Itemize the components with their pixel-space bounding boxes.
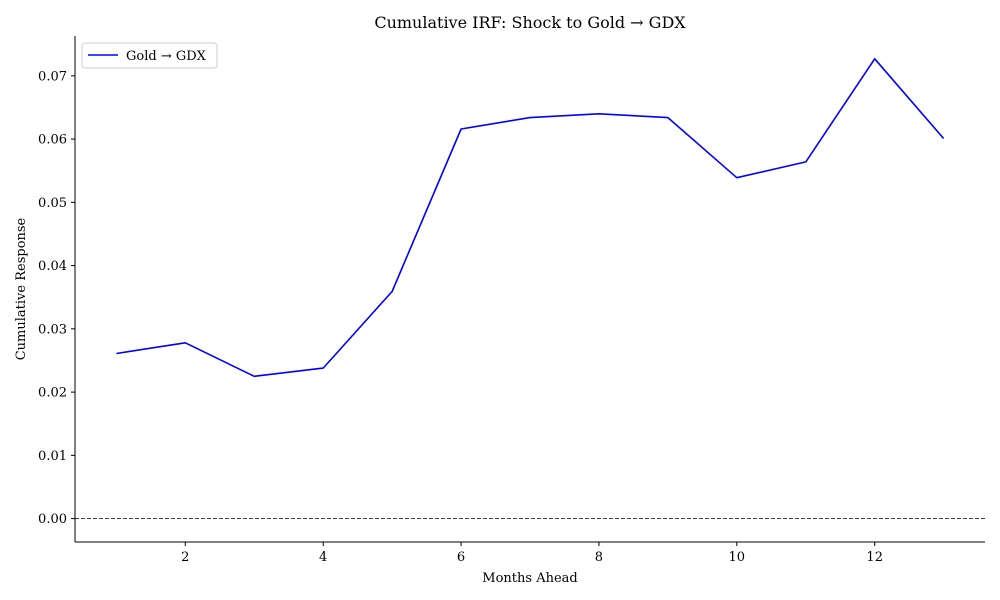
y-tick-label: 0.06 (38, 133, 67, 148)
y-tick-label: 0.07 (38, 69, 67, 84)
y-tick-label: 0.04 (38, 259, 67, 274)
x-tick-label: 6 (457, 550, 465, 565)
legend: Gold → GDX (81, 42, 218, 69)
x-tick-label: 2 (181, 550, 189, 565)
chart-title: Cumulative IRF: Shock to Gold → GDX (374, 13, 686, 32)
x-tick-label: 8 (595, 550, 603, 565)
tick-group: 2 4 6 8 10 12 0.00 0.01 0.02 0.03 0.04 0.05 0.06 0.07 (38, 69, 883, 565)
x-tick-label: 10 (729, 550, 746, 565)
y-axis-label: Cumulative Response (14, 217, 29, 360)
x-tick-label: 12 (866, 550, 883, 565)
legend-box (81, 42, 218, 69)
x-tick-label: 4 (319, 550, 327, 565)
x-axis-label: Months Ahead (482, 571, 577, 586)
y-tick-label: 0.02 (38, 386, 67, 401)
y-tick-label: 0.03 (38, 322, 67, 337)
y-tick-label: 0.05 (38, 196, 67, 211)
series-line-gold-gdx (116, 58, 945, 378)
y-tick-label: 0.00 (38, 512, 67, 527)
y-tick-label: 0.01 (38, 449, 67, 464)
legend-label: Gold → GDX (126, 49, 207, 64)
